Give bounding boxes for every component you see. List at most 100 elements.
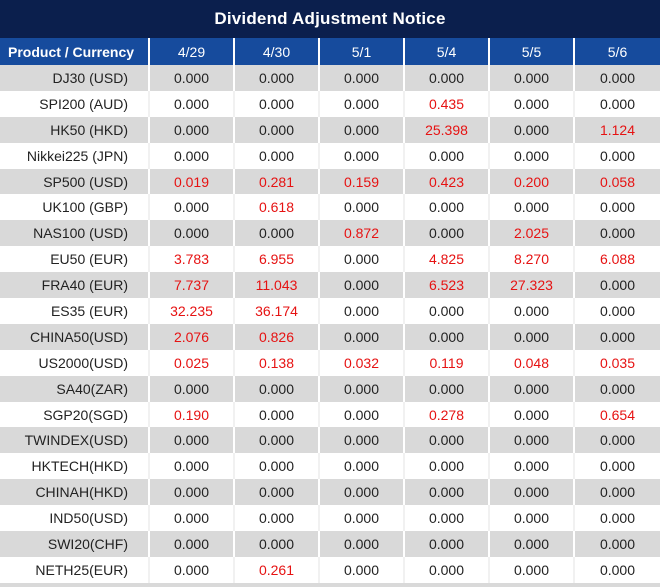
value-cell: 0.000	[599, 69, 636, 86]
value-cell: 0.000	[320, 401, 405, 428]
value-cell: 0.000	[320, 479, 405, 506]
product-cell: IND50(USD)	[0, 505, 150, 532]
value-cell: 0.000	[320, 453, 405, 480]
value-cell: 0.000	[405, 505, 490, 532]
value-cell: 0.000	[599, 328, 636, 345]
value-cell: 0.000	[405, 427, 490, 454]
value-cell: 0.000	[235, 375, 320, 402]
value-cell: 0.000	[599, 510, 636, 527]
value-cell: 0.000	[150, 531, 235, 557]
product-cell: NETH25(EUR)	[0, 556, 150, 583]
value-cell: 0.000	[490, 427, 575, 454]
value-cell: 0.261	[235, 556, 320, 583]
table-row: SWI20(CHF) 0.000 0.000 0.000 0.000 0.000 0.000	[0, 531, 660, 557]
value-cell: 0.000	[320, 65, 405, 91]
value-cell: 0.000	[405, 556, 490, 583]
value-cell: 3.783	[150, 246, 235, 273]
value-cell: 0.000	[150, 220, 235, 247]
value-cell: 0.000	[320, 531, 405, 557]
value-cell: 0.000	[599, 484, 636, 501]
value-cell: 0.000	[405, 65, 490, 91]
value-cell: 0.423	[405, 168, 490, 195]
value-cell: 0.000	[235, 453, 320, 480]
value-cell: 2.025	[490, 220, 575, 247]
value-cell: 0.000	[490, 323, 575, 350]
table-row: TWINDEX(USD) 0.000 0.000 0.000 0.000 0.000 0.0…	[0, 427, 660, 454]
value-cell: 6.523	[405, 272, 490, 299]
value-cell: 0.000	[320, 194, 405, 221]
value-cell: 0.000	[490, 401, 575, 428]
value-cell: 0.000	[405, 375, 490, 402]
value-cell: 0.000	[320, 505, 405, 532]
value-cell: 6.088	[599, 251, 636, 268]
value-cell: 0.278	[405, 401, 490, 428]
product-cell: HKTECH(HKD)	[0, 453, 150, 480]
value-cell: 0.000	[490, 65, 575, 91]
product-cell: HK50 (HKD)	[0, 116, 150, 143]
value-cell: 0.872	[320, 220, 405, 247]
value-cell: 0.000	[150, 65, 235, 91]
value-cell: 0.000	[320, 427, 405, 454]
product-cell: SGP20(SGD)	[0, 401, 150, 428]
value-cell: 0.000	[599, 199, 636, 216]
column-header-date: 4/29	[150, 38, 235, 65]
value-cell: 0.000	[150, 453, 235, 480]
table-row: IND50(USD) 0.000 0.000 0.000 0.000 0.000 0.000	[0, 505, 660, 532]
value-cell: 0.000	[405, 453, 490, 480]
table-row: FRA40 (EUR) 7.737 11.043 0.000 6.523 27.323 0.…	[0, 272, 660, 299]
value-cell: 0.000	[490, 479, 575, 506]
product-cell: CHINA50(USD)	[0, 323, 150, 350]
value-cell: 0.000	[320, 142, 405, 169]
value-cell: 0.281	[235, 168, 320, 195]
value-cell: 0.019	[150, 168, 235, 195]
value-cell: 0.000	[490, 90, 575, 117]
value-cell: 0.000	[490, 298, 575, 324]
value-cell: 0.000	[405, 531, 490, 557]
value-cell: 0.000	[320, 375, 405, 402]
table-row: EU50 (EUR) 3.783 6.955 0.000 4.825 8.270 6.088	[0, 246, 660, 273]
table-row: HKTECH(HKD) 0.000 0.000 0.000 0.000 0.000 0.00…	[0, 453, 660, 480]
value-cell: 0.000	[490, 142, 575, 169]
title-bar: Dividend Adjustment Notice	[0, 0, 660, 38]
page-title: Dividend Adjustment Notice	[214, 9, 446, 28]
value-cell: 6.955	[235, 246, 320, 273]
value-cell: 0.000	[599, 561, 636, 578]
column-header-date: 5/4	[405, 38, 490, 65]
value-cell: 0.190	[150, 401, 235, 428]
value-cell: 0.000	[599, 535, 636, 552]
value-cell: 0.000	[599, 277, 636, 294]
table-row: DJ30 (USD) 0.000 0.000 0.000 0.000 0.000 0.000	[0, 65, 660, 91]
value-cell: 0.000	[599, 380, 636, 397]
value-cell: 36.174	[235, 298, 320, 324]
value-cell: 0.654	[599, 406, 636, 423]
table-row: SGP20(SGD) 0.190 0.000 0.000 0.278 0.000 0.654	[0, 401, 660, 428]
table-row: US2000(USD) 0.025 0.138 0.032 0.119 0.048 0.03…	[0, 349, 660, 376]
value-cell: 0.138	[235, 349, 320, 376]
value-cell: 0.000	[320, 298, 405, 324]
product-cell: DJ30 (USD)	[0, 65, 150, 91]
column-header-date: 5/5	[490, 38, 575, 65]
table-row: SPI200 (AUD) 0.000 0.000 0.000 0.435 0.000 0.0…	[0, 90, 660, 117]
value-cell: 0.826	[235, 323, 320, 350]
product-cell: NAS100 (USD)	[0, 220, 150, 247]
product-cell: TWINDEX(USD)	[0, 427, 150, 454]
value-cell: 0.000	[320, 272, 405, 299]
value-cell: 0.000	[405, 479, 490, 506]
value-cell: 4.825	[405, 246, 490, 273]
value-cell: 0.058	[599, 173, 636, 190]
value-cell: 0.000	[490, 453, 575, 480]
value-cell: 0.159	[320, 168, 405, 195]
product-cell: Nikkei225 (JPN)	[0, 142, 150, 169]
product-cell: ES35 (EUR)	[0, 298, 150, 324]
value-cell: 0.048	[490, 349, 575, 376]
column-header-date: 5/6	[607, 43, 628, 60]
product-cell: EU50 (EUR)	[0, 246, 150, 273]
product-cell: UK100 (GBP)	[0, 194, 150, 221]
value-cell: 0.000	[320, 556, 405, 583]
product-cell: SWI20(CHF)	[0, 531, 150, 557]
value-cell: 0.000	[235, 427, 320, 454]
value-cell: 0.000	[320, 246, 405, 273]
table-row: SP500 (USD) 0.019 0.281 0.159 0.423 0.200 0.05…	[0, 168, 660, 195]
product-cell: SP500 (USD)	[0, 168, 150, 195]
value-cell: 0.032	[320, 349, 405, 376]
